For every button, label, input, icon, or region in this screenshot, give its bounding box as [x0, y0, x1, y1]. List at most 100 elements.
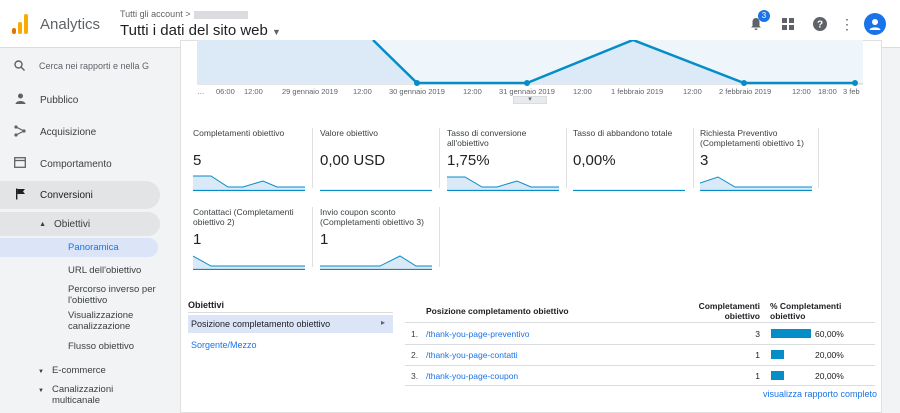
metric-goal-2-completions[interactable]: Contattaci (Completamenti obiettivo 2) 1 [193, 207, 311, 270]
property-title: Tutti i dati del sito web [120, 22, 268, 39]
sparkline [193, 255, 305, 270]
x-tick-label: 06:00 [216, 87, 235, 96]
sidebar-item-comportamento[interactable]: Comportamento [0, 150, 160, 178]
goals-option-source-medium[interactable]: Sorgente/Mezzo [191, 340, 257, 350]
sidebar-item-label: Canalizzazioni multicanale [51, 384, 114, 406]
app-title: Analytics [40, 16, 101, 33]
sidebar-item-panoramica[interactable]: Panoramica [0, 238, 158, 257]
triangle-collapsed-icon: ▼ [38, 369, 44, 375]
chart-point[interactable] [852, 80, 858, 86]
x-tick-label: 12:00 [353, 87, 372, 96]
row-percent: 60,00% [815, 329, 844, 339]
table-row: 3. /thank-you-page-coupon 1 20,00% [405, 366, 875, 386]
row-path-link[interactable]: /thank-you-page-coupon [426, 371, 519, 381]
help-icon[interactable]: ? [810, 14, 830, 34]
sidebar-search[interactable]: Cerca nei rapporti e nella G [14, 60, 149, 71]
metric-label: Tasso di conversione all'obiettivo [447, 128, 527, 148]
row-path-link[interactable]: /thank-you-page-contatti [426, 350, 518, 360]
row-percent-bar [771, 350, 784, 359]
caret-down-icon: ▼ [272, 27, 281, 37]
x-tick-label: 12:00 [244, 87, 263, 96]
row-path-link[interactable]: /thank-you-page-preventivo [426, 329, 530, 339]
divider [188, 312, 393, 313]
divider [693, 128, 694, 188]
behavior-icon [0, 157, 40, 171]
metric-label: Invio coupon sconto (Completamenti obiet… [320, 207, 424, 227]
chart-series-line [372, 40, 855, 85]
row-completions: 1 [755, 350, 760, 360]
sparkline [573, 189, 685, 191]
chart-point[interactable] [741, 80, 747, 86]
more-vert-icon[interactable]: ⋮ [840, 15, 854, 32]
x-tick-label: 1 febbraio 2019 [611, 87, 664, 96]
col-header-position[interactable]: Posizione completamento obiettivo [426, 306, 569, 316]
sidebar-item-label: E-commerce [51, 365, 106, 376]
chart-resize-handle[interactable]: ▾ [513, 96, 547, 104]
full-report-link[interactable]: visualizza rapporto completo [763, 389, 878, 399]
account-crumb-label: Tutti gli account [120, 9, 183, 19]
sparkline [700, 176, 812, 191]
user-avatar[interactable] [864, 13, 886, 35]
chart-point[interactable] [414, 80, 420, 86]
sidebar-item-pubblico[interactable]: Pubblico [0, 86, 160, 114]
sidebar-item-flusso-obiettivo[interactable]: Flusso obiettivo [68, 341, 135, 352]
sidebar-item-ecommerce[interactable]: ▼ E-commerce [38, 365, 106, 376]
property-selector[interactable]: Tutti i dati del sito web ▼ [120, 22, 281, 39]
goals-option-position[interactable]: Posizione completamento obiettivo ▸ [188, 315, 393, 333]
divider [439, 207, 440, 267]
metric-label: Contattaci (Completamenti obiettivo 2) [193, 207, 294, 227]
metric-label: Valore obiettivo [320, 128, 378, 138]
sidebar-item-obiettivi[interactable]: ▲ Obiettivi [0, 212, 160, 236]
chevron-right-icon: ▸ [380, 318, 385, 327]
divider [405, 344, 875, 345]
apps-grid-icon[interactable] [778, 14, 798, 34]
metric-goal-value[interactable]: Valore obiettivo 0,00 USD [320, 128, 438, 191]
row-percent: 20,00% [815, 371, 844, 381]
divider [566, 128, 567, 188]
metric-abandonment-rate[interactable]: Tasso di abbandono totale 0,00% [573, 128, 691, 191]
sidebar-item-acquisizione[interactable]: Acquisizione [0, 118, 160, 146]
metric-value: 1 [320, 231, 329, 248]
triangle-collapsed-icon: ▼ [38, 388, 44, 394]
x-tick-label: … [197, 87, 205, 96]
metric-goal-3-completions[interactable]: Invio coupon sconto (Completamenti obiet… [320, 207, 438, 270]
col-header-percent[interactable]: % Completamenti obiettivo [770, 301, 842, 321]
chart-point[interactable] [524, 80, 530, 86]
x-tick-label: 2 febbraio 2019 [719, 87, 772, 96]
x-tick-label: 3 feb [843, 87, 860, 96]
metric-value: 0,00 USD [320, 152, 386, 169]
notifications-bell-icon[interactable]: 3 [746, 10, 770, 34]
metric-value: 3 [700, 152, 709, 169]
sidebar-item-url-obiettivo[interactable]: URL dell'obiettivo [68, 265, 142, 276]
row-index: 3. [411, 371, 419, 381]
row-completions: 3 [755, 329, 760, 339]
metric-value: 1 [193, 231, 202, 248]
metric-value: 5 [193, 152, 202, 169]
sidebar-item-percorso-inverso[interactable]: Percorso inverso per l'obiettivo [68, 284, 156, 306]
x-tick-label: 30 gennaio 2019 [389, 87, 445, 96]
goals-panel-header: Obiettivi [188, 300, 225, 310]
analytics-logo-icon [12, 14, 30, 34]
sidebar-item-conversioni[interactable]: Conversioni [0, 181, 160, 209]
col-header-completions[interactable]: Completamenti obiettivo [698, 301, 760, 321]
x-tick-label: 29 gennaio 2019 [282, 87, 338, 96]
divider [405, 365, 875, 366]
sidebar-item-canalizzazioni-multicanale[interactable]: ▼ Canalizzazioni multicanale [38, 384, 132, 406]
search-placeholder: Cerca nei rapporti e nella G [39, 60, 150, 71]
x-tick-label: 12:00 [683, 87, 702, 96]
search-icon [14, 60, 25, 71]
divider [405, 385, 875, 386]
sparkline [447, 176, 559, 191]
x-tick-label: 12:00 [463, 87, 482, 96]
metric-conversion-rate[interactable]: Tasso di conversione all'obiettivo 1,75% [447, 128, 565, 191]
x-tick-label: 12:00 [792, 87, 811, 96]
row-index: 1. [411, 329, 419, 339]
table-row: 2. /thank-you-page-contatti 1 20,00% [405, 345, 875, 365]
sparkline [193, 175, 305, 191]
metric-goal-1-completions[interactable]: Richiesta Preventivo (Completamenti obie… [700, 128, 818, 191]
row-percent: 20,00% [815, 350, 844, 360]
sidebar-item-visualizzazione-canalizzazione[interactable]: Visualizzazione canalizzazione [68, 310, 134, 332]
metric-goal-completions[interactable]: Completamenti obiettivo 5 [193, 128, 311, 191]
row-percent-bar [771, 371, 784, 380]
account-breadcrumb[interactable]: Tutti gli account > [120, 9, 249, 19]
